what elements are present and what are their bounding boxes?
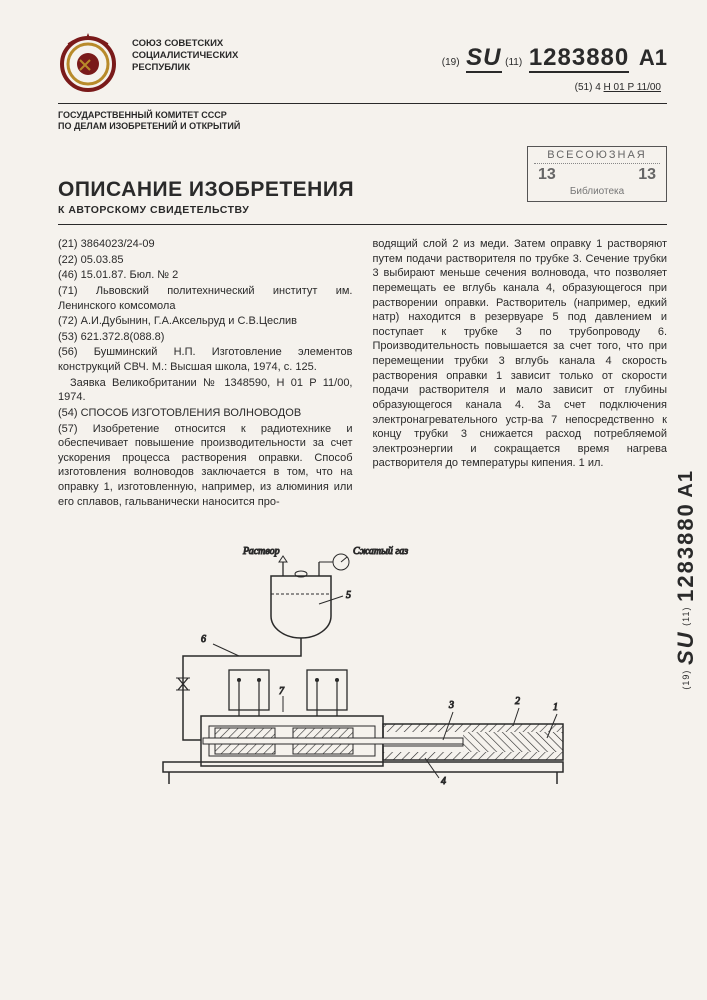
body-columns: (21) 3864023/24-09 (22) 05.03.85 (46) 15… (58, 237, 667, 510)
republic-line: СОЦИАЛИСТИЧЕСКИХ (132, 50, 238, 62)
field-57: (57) Изобретение относится к радиотехник… (58, 422, 353, 510)
code-country: SU (466, 44, 501, 73)
field-71: (71) Львовский политехнический институт … (58, 284, 353, 313)
stamp-num-right: 13 (638, 166, 656, 184)
stamp-row: 13 13 (534, 164, 660, 186)
code-number: 1283880 (529, 44, 629, 73)
field-53: (53) 621.372.8(088.8) (58, 330, 353, 345)
fig-label-rastvor: Раствор (242, 546, 280, 557)
side-country: SU (673, 630, 698, 665)
committee-name: ГОСУДАРСТВЕННЫЙ КОМИТЕТ СССР ПО ДЕЛАМ ИЗ… (58, 110, 258, 133)
side-number: 1283880 (673, 502, 698, 602)
side-19: (19) (681, 670, 691, 690)
ussr-emblem-icon (58, 30, 118, 92)
committee-line: ПО ДЕЛАМ ИЗОБРЕТЕНИЙ И ОТКРЫТИЙ (58, 121, 258, 132)
classification: (51) 4 H 01 P 11/00 (442, 82, 667, 93)
fig-label-3: 3 (448, 700, 454, 711)
classif-code: H 01 P 11/00 (604, 82, 661, 93)
side-document-code: (19) SU (11) 1283880 A1 (673, 470, 699, 690)
code-11-label: (11) (505, 57, 522, 68)
field-22: (22) 05.03.85 (58, 253, 353, 268)
fig-label-6: 6 (201, 634, 206, 645)
committee-line: ГОСУДАРСТВЕННЫЙ КОМИТЕТ СССР (58, 110, 258, 121)
field-56: (56) Бушминский Н.П. Изготовление элемен… (58, 345, 353, 374)
waveguide-diagram-icon: Раствор Сжатый газ 5 6 7 3 2 1 4 (143, 526, 583, 786)
figure: Раствор Сжатый газ 5 6 7 3 2 1 4 (58, 526, 667, 786)
title-sub: К АВТОРСКОМУ СВИДЕТЕЛЬСТВУ (58, 204, 667, 216)
side-suffix: A1 (675, 470, 697, 498)
fig-label-gas: Сжатый газ (353, 546, 408, 557)
side-11: (11) (681, 606, 691, 625)
library-stamp: ВСЕСОЮЗНАЯ 13 13 Библиотека (527, 146, 667, 202)
code-19-label: (19) (442, 57, 460, 68)
stamp-row: Библиотека (534, 186, 660, 197)
code-suffix: A1 (639, 45, 667, 70)
field-46: (46) 15.01.87. Бюл. № 2 (58, 268, 353, 283)
subheader-row: ГОСУДАРСТВЕННЫЙ КОМИТЕТ СССР ПО ДЕЛАМ ИЗ… (58, 103, 667, 166)
republic-line: РЕСПУБЛИК (132, 62, 238, 74)
divider (58, 224, 667, 225)
classif-prefix: (51) 4 (575, 82, 601, 93)
fig-label-4: 4 (441, 776, 446, 786)
stamp-row: ВСЕСОЮЗНАЯ (534, 149, 660, 164)
stamp-num-left: 13 (538, 166, 556, 184)
fig-label-5: 5 (346, 590, 351, 601)
left-column: (21) 3864023/24-09 (22) 05.03.85 (46) 15… (58, 237, 353, 510)
field-72: (72) А.И.Дубынин, Г.А.Аксельруд и С.В.Це… (58, 314, 353, 329)
right-column: водящий слой 2 из меди. Затем оправку 1 … (373, 237, 668, 510)
body-continuation: водящий слой 2 из меди. Затем оправку 1 … (373, 237, 668, 471)
fig-label-2: 2 (515, 696, 520, 707)
republic-name: СОЮЗ СОВЕТСКИХ СОЦИАЛИСТИЧЕСКИХ РЕСПУБЛИ… (132, 30, 238, 74)
field-56b: Заявка Великобритании № 1348590, H 01 P … (58, 376, 353, 405)
field-21: (21) 3864023/24-09 (58, 237, 353, 252)
field-54: (54) СПОСОБ ИЗГОТОВЛЕНИЯ ВОЛНОВОДОВ (58, 406, 353, 421)
fig-label-7: 7 (279, 686, 285, 697)
document-code: (19) SU (11) 1283880 A1 (51) 4 H 01 P 11… (442, 30, 667, 93)
header-row: СОЮЗ СОВЕТСКИХ СОЦИАЛИСТИЧЕСКИХ РЕСПУБЛИ… (58, 30, 667, 93)
fig-label-1: 1 (553, 702, 558, 713)
republic-line: СОЮЗ СОВЕТСКИХ (132, 38, 238, 50)
